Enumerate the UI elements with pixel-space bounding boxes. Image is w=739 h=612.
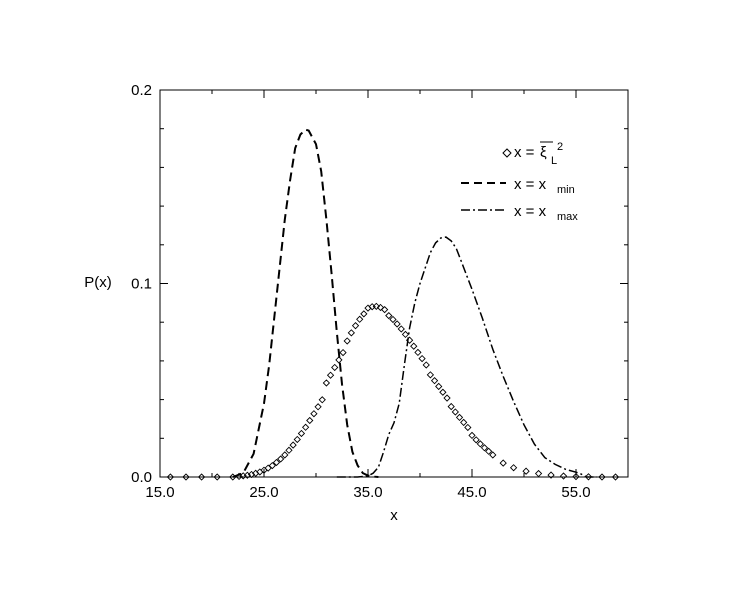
xi-diamond-point: [213, 473, 221, 481]
legend-label-xmax-sub: max: [557, 211, 578, 223]
xi-diamond-point: [356, 315, 364, 323]
xi-diamond-point: [414, 348, 422, 357]
xi-diamond-point: [368, 303, 376, 311]
xi-diamond-point: [547, 471, 555, 479]
xi-diamond-point: [426, 371, 435, 379]
xi-diamond-point: [318, 396, 326, 404]
legend-label-xmin-main: x = x: [514, 176, 547, 193]
legend-diamond-marker: [502, 148, 512, 158]
xi-diamond-point: [310, 410, 318, 418]
xi-diamond-point: [447, 402, 455, 411]
xi-diamond-point: [489, 451, 497, 459]
legend-item-xmax: x = x max: [461, 203, 578, 223]
xi-diamond-point: [372, 302, 380, 310]
xi-diamond-point: [182, 473, 190, 481]
legend-label-xi-sup: 2: [557, 141, 563, 153]
xi-diamond-point: [410, 342, 418, 350]
xi-diamond-point: [435, 382, 443, 391]
xi-diamond-point: [464, 423, 472, 432]
series-layer: [166, 128, 620, 481]
xi-diamond-point: [264, 464, 272, 472]
xi-diamond-point: [389, 315, 397, 324]
legend-item-xmin: x = x min: [461, 176, 575, 196]
xi-diamond-point: [611, 473, 620, 481]
y-tick-label: 0.0: [131, 469, 152, 486]
xi-diamond-point: [439, 388, 447, 396]
xi-diamond-point: [401, 330, 410, 339]
legend-label-xmin-sub: min: [557, 184, 575, 196]
x-tick-label: 45.0: [457, 484, 486, 501]
legend-label-xmax-main: x = x: [514, 203, 547, 220]
xi-diamond-point: [472, 436, 480, 444]
xi-diamond-point: [460, 418, 468, 427]
xi-diamond-point: [335, 356, 343, 364]
x-axis-title: x: [390, 507, 398, 524]
xi-diamond-point: [509, 464, 518, 472]
xi-diamond-point: [197, 473, 206, 481]
axis-ticks: [159, 89, 628, 478]
xi-diamond-point: [277, 455, 285, 463]
tick-labels: 15.0 25.0 35.0 45.0 55.0 0.0 0.1 0.2: [131, 82, 590, 501]
x-tick-label: 35.0: [353, 484, 382, 501]
xi-diamond-point: [397, 325, 405, 333]
xmin-series-line: [232, 128, 379, 478]
xi-diamond-point: [559, 472, 568, 480]
xi-diamond-point: [430, 377, 439, 385]
xi-diamond-point: [360, 310, 368, 318]
xi-diamond-point: [314, 403, 322, 411]
xi-diamond-point: [339, 348, 347, 357]
xi-diamond-point: [451, 408, 459, 416]
xi-diamond-point: [326, 371, 335, 379]
xi-diamond-point: [281, 451, 289, 459]
xi-diamond-point: [343, 337, 351, 345]
xi-diamond-point: [393, 320, 401, 328]
xi-diamond-point: [418, 354, 426, 363]
xi-diamond-point: [534, 469, 543, 478]
legend-label-xi-symbol: ξ: [540, 144, 547, 161]
xi-diamond-point: [422, 361, 430, 369]
xi-diamond-point: [347, 329, 355, 337]
xi-diamond-point: [272, 458, 281, 467]
xi-diamond-point: [443, 394, 451, 402]
xi-diamond-point: [285, 446, 293, 454]
legend-label-xi-main: x =: [514, 144, 535, 161]
xi-diamond-point: [455, 413, 464, 422]
xi-diamond-point: [239, 472, 247, 480]
xi-diamond-point: [166, 473, 175, 481]
xi-diamond-point: [306, 416, 314, 425]
xi-diamond-point: [598, 473, 606, 481]
x-tick-label: 15.0: [145, 484, 174, 501]
xi-diamond-point: [229, 473, 237, 481]
xi-diamond-point: [293, 435, 301, 444]
xi-diamond-point: [322, 379, 331, 387]
y-tick-label: 0.2: [131, 82, 152, 99]
xi-diamond-point: [385, 311, 393, 320]
xi-diamond-point: [381, 305, 389, 314]
xi-diamond-point: [476, 440, 484, 448]
xi-diamond-point: [247, 470, 256, 479]
x-tick-label: 55.0: [561, 484, 590, 501]
legend-item-xi: x = ξ 2 L: [502, 141, 563, 167]
xi-diamond-point: [289, 441, 297, 449]
xi-diamond-point: [351, 322, 360, 330]
x-tick-label: 25.0: [249, 484, 278, 501]
legend: x = ξ 2 L x = x min x = x max: [461, 141, 578, 223]
y-tick-label: 0.1: [131, 276, 152, 293]
legend-label-xi-sub: L: [551, 155, 557, 167]
xi-diamond-point: [480, 444, 489, 452]
xmax-series-line: [336, 236, 597, 478]
xi-diamond-point: [485, 447, 493, 455]
xi-diamond-point: [499, 459, 507, 467]
xi-diamond-point: [301, 423, 310, 431]
xi-diamond-point: [268, 461, 276, 470]
xi-diamond-point: [331, 363, 339, 372]
xi-diamond-point: [468, 431, 476, 440]
xi-diamond-point: [243, 471, 251, 479]
y-axis-title: P(x): [84, 274, 112, 291]
xi-diamond-point: [522, 467, 530, 475]
xi-diamond-point: [572, 472, 580, 481]
xi-diamond-point: [297, 429, 306, 438]
